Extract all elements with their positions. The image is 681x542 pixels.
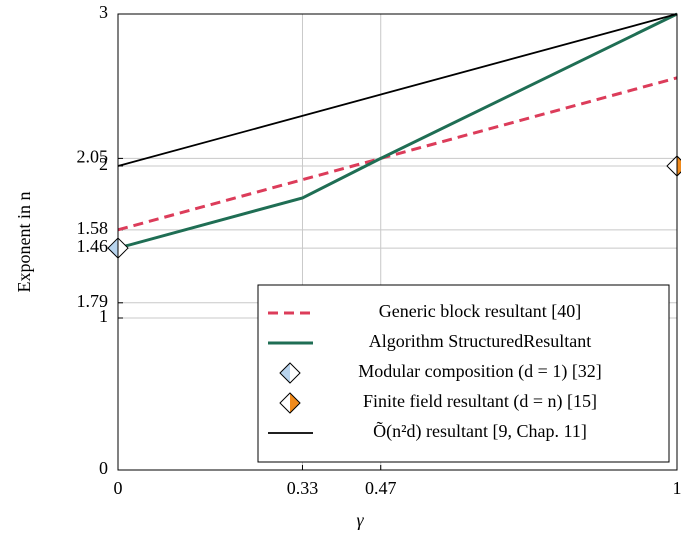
- marker: [666, 155, 681, 177]
- legend-label: Algorithm StructuredResultant: [369, 331, 591, 351]
- series-line: [117, 12, 678, 250]
- y-tick-label: 1.46: [77, 236, 109, 256]
- y-tick-label: 3: [99, 2, 108, 22]
- x-tick-label: 0.33: [287, 478, 319, 498]
- y-tick-label: 0: [99, 458, 108, 478]
- y-tick-label: 1: [99, 306, 108, 326]
- legend-label: Generic block resultant [40]: [379, 301, 581, 321]
- y-tick-label: 2: [99, 154, 108, 174]
- legend-marker: [279, 392, 301, 414]
- x-axis-label: γ: [356, 510, 364, 530]
- legend: Generic block resultant [40] Algorithm St…: [257, 284, 670, 463]
- series-line: [117, 13, 678, 167]
- series-line: [117, 76, 678, 232]
- x-tick-label: 0.47: [365, 478, 397, 498]
- legend-label: Modular composition (d = 1) [32]: [358, 361, 602, 382]
- legend-marker: [279, 362, 301, 384]
- legend-label: Finite field resultant (d = n) [15]: [363, 391, 597, 412]
- y-axis-label: Exponent in n: [14, 192, 34, 293]
- y-tick-label: 1.58: [77, 218, 109, 238]
- plot-frame: [117, 13, 678, 471]
- legend-label: Õ(n²d) resultant [9, Chap. 11]: [373, 420, 587, 442]
- x-tick-label: 0: [114, 478, 123, 498]
- legend-box: [257, 284, 670, 463]
- y-tick-label: 1.79: [77, 291, 109, 311]
- x-tick-label: 1: [673, 478, 681, 498]
- y-tick-label: 2.05: [77, 147, 109, 167]
